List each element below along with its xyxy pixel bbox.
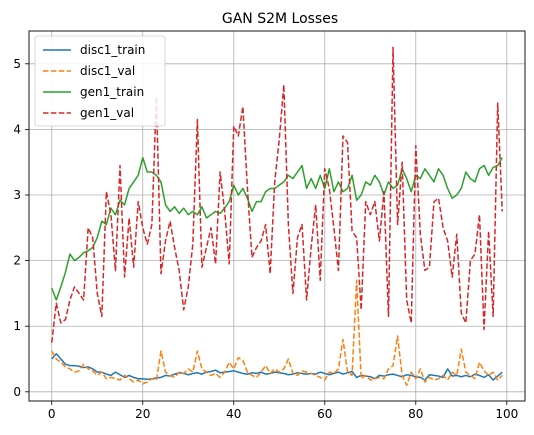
- legend-label: disc1_val: [80, 64, 135, 78]
- y-tick-label: 0: [13, 385, 21, 399]
- y-tick-label: 3: [13, 188, 21, 202]
- y-tick-label: 4: [13, 122, 21, 136]
- series-line-gen1-val: [51, 46, 503, 343]
- legend-label: gen1_train: [80, 85, 144, 99]
- y-tick-label: 5: [13, 57, 21, 71]
- y-tick-label: 2: [13, 254, 21, 268]
- x-tick-label: 100: [495, 407, 518, 421]
- legend-label: gen1_val: [80, 106, 134, 120]
- x-tick-label: 20: [135, 407, 150, 421]
- legend: disc1_train disc1_val gen1_train gen1_val: [34, 35, 166, 127]
- series-line-disc1-train: [51, 353, 503, 381]
- legend-label: disc1_train: [80, 43, 145, 57]
- chart-title: GAN S2M Losses: [222, 11, 338, 27]
- ticks: 0 20 40 60 80 100 0 1 2 3 4 5: [13, 57, 518, 421]
- series-line-disc1-val: [51, 279, 503, 387]
- x-tick-label: 80: [408, 407, 423, 421]
- x-tick-label: 40: [226, 407, 241, 421]
- legend-box: [34, 35, 166, 127]
- series-layer: [51, 46, 503, 387]
- x-tick-label: 0: [48, 407, 56, 421]
- plot-frame: [28, 30, 526, 402]
- y-tick-label: 1: [13, 319, 21, 333]
- x-tick-label: 60: [317, 407, 332, 421]
- series-line-gen1-train: [51, 156, 503, 301]
